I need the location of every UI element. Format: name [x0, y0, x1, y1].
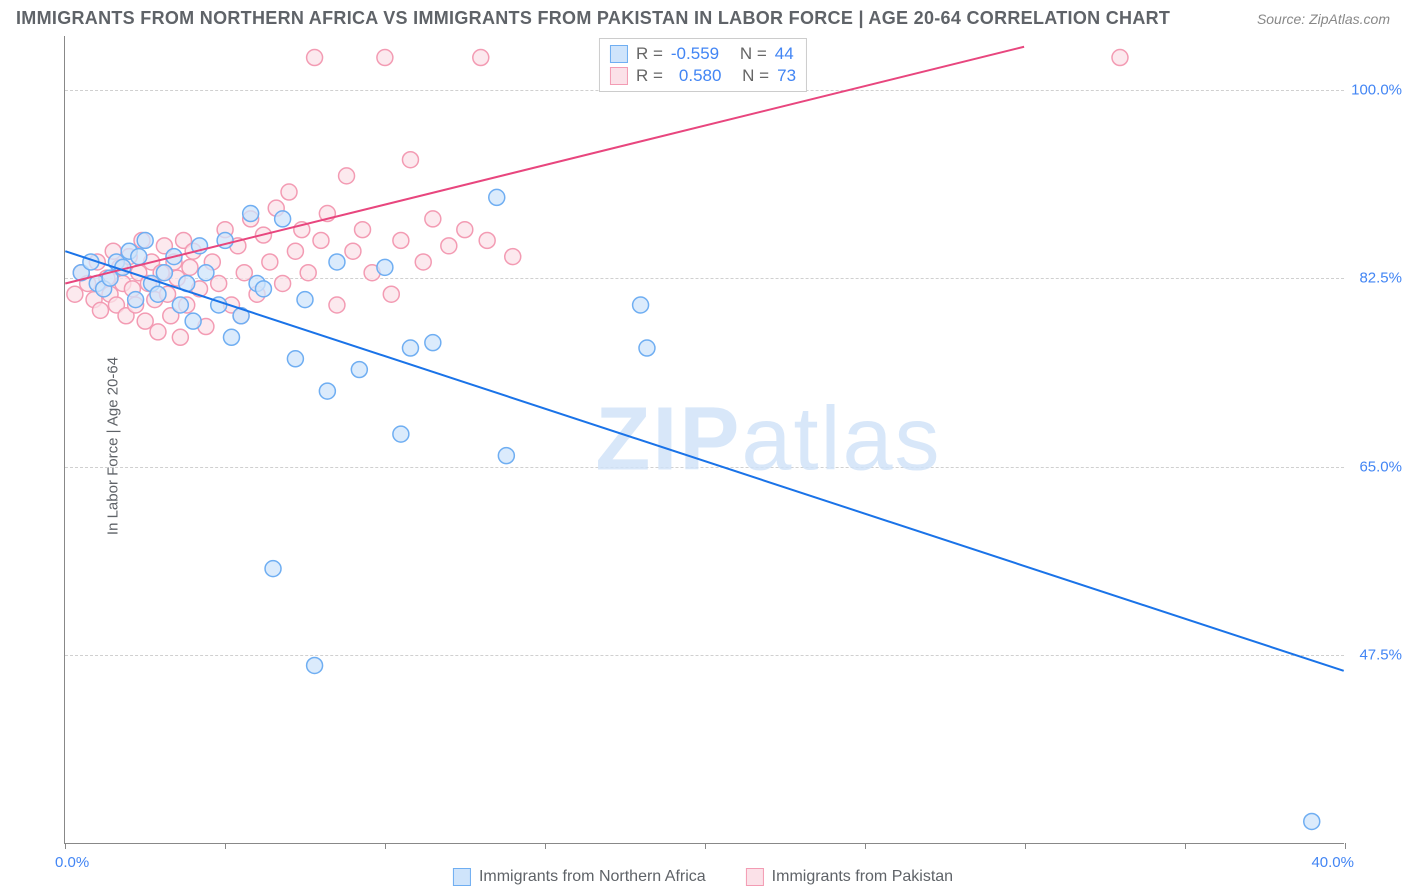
x-tick-mark [225, 843, 226, 849]
x-tick-mark [1025, 843, 1026, 849]
legend-item-blue: Immigrants from Northern Africa [453, 868, 706, 886]
x-tick-mark [1345, 843, 1346, 849]
x-tick-mark [385, 843, 386, 849]
y-tick-label: 65.0% [1359, 458, 1402, 475]
legend-label-blue: Immigrants from Northern Africa [479, 868, 706, 886]
legend-bottom: Immigrants from Northern Africa Immigran… [453, 868, 953, 886]
legend-label-pink: Immigrants from Pakistan [772, 868, 953, 886]
chart-title: IMMIGRANTS FROM NORTHERN AFRICA VS IMMIG… [16, 8, 1170, 29]
blue-swatch-icon [453, 868, 471, 886]
x-tick-mark [705, 843, 706, 849]
y-tick-label: 47.5% [1359, 647, 1402, 664]
x-axis-max-label: 40.0% [1311, 854, 1354, 871]
source-attribution: Source: ZipAtlas.com [1257, 11, 1390, 27]
y-tick-label: 100.0% [1351, 81, 1402, 98]
x-tick-mark [65, 843, 66, 849]
stats-row-pink: R = 0.580 N = 73 [610, 65, 796, 87]
y-tick-label: 82.5% [1359, 270, 1402, 287]
x-tick-mark [865, 843, 866, 849]
x-tick-mark [1185, 843, 1186, 849]
stats-row-blue: R = -0.559 N = 44 [610, 43, 796, 65]
x-tick-mark [545, 843, 546, 849]
blue-swatch-icon [610, 45, 628, 63]
legend-item-pink: Immigrants from Pakistan [746, 868, 953, 886]
correlation-stats-box: R = -0.559 N = 44 R = 0.580 N = 73 [599, 38, 807, 92]
chart-plot-area: ZIPatlas 0.0% 40.0% 47.5%65.0%82.5%100.0… [64, 36, 1344, 844]
scatter-plot-svg [65, 36, 1344, 843]
pink-swatch-icon [746, 868, 764, 886]
pink-swatch-icon [610, 67, 628, 85]
x-axis-min-label: 0.0% [55, 854, 89, 871]
